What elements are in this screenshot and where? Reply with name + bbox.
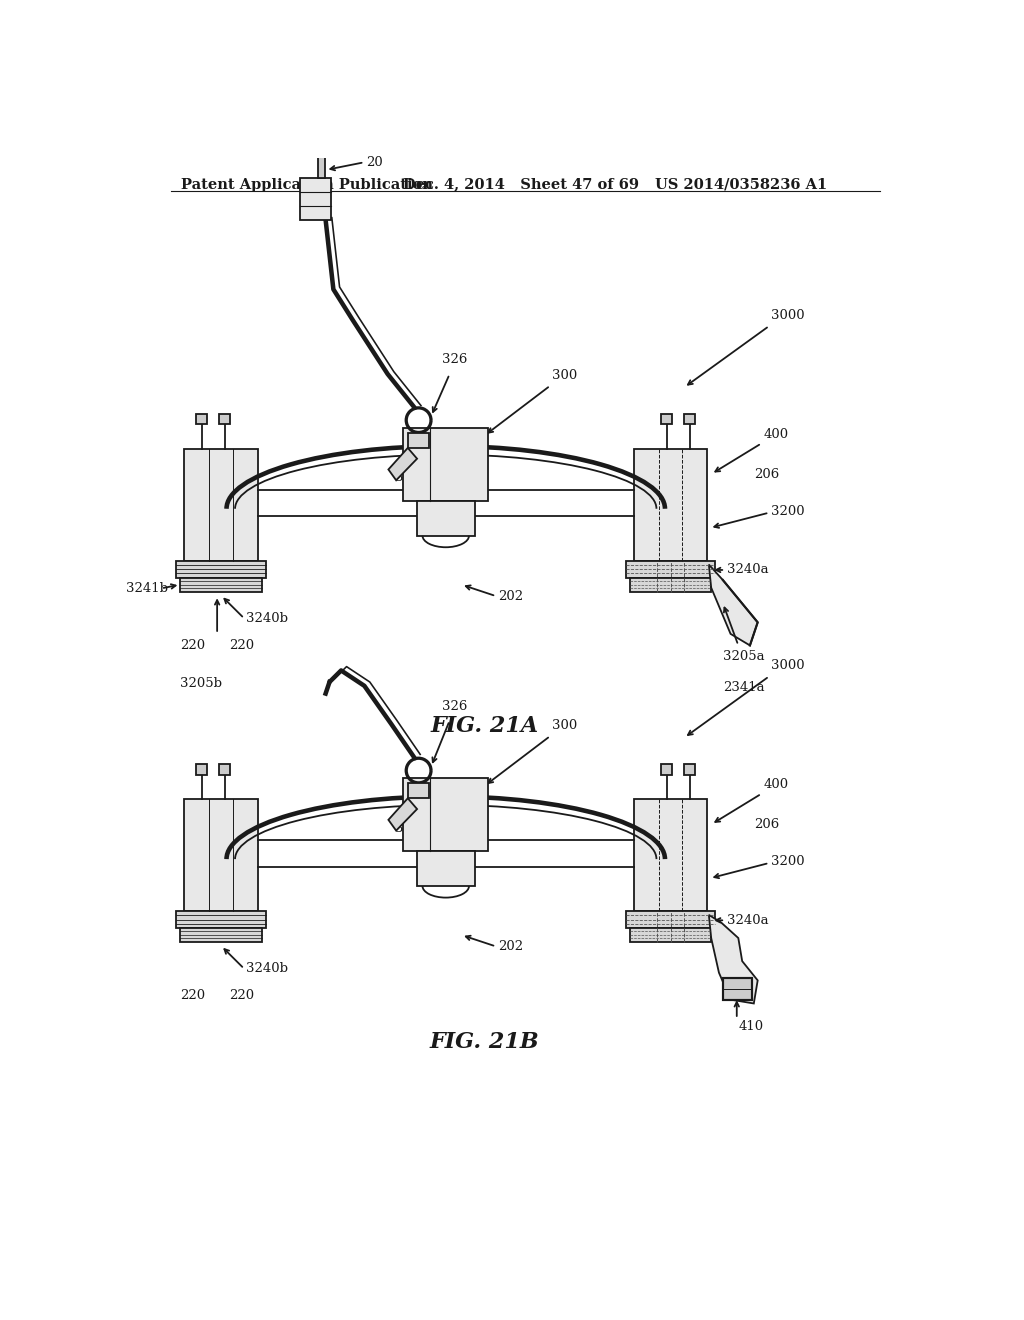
Bar: [408, 433, 429, 447]
Bar: [197, 764, 207, 775]
Bar: [184, 800, 258, 911]
Bar: [180, 928, 262, 942]
Text: 3240a: 3240a: [727, 913, 768, 927]
Text: FIG. 21A: FIG. 21A: [430, 715, 539, 738]
Text: 3240b: 3240b: [246, 962, 288, 975]
Bar: [662, 764, 672, 775]
Text: 3205b: 3205b: [180, 677, 222, 690]
Text: 220: 220: [228, 639, 254, 652]
Text: 302: 302: [395, 822, 421, 834]
Bar: [219, 413, 230, 425]
Text: US 2014/0358236 A1: US 2014/0358236 A1: [655, 178, 827, 191]
Bar: [403, 779, 488, 851]
Text: 3200: 3200: [771, 855, 805, 869]
Text: 404: 404: [411, 800, 436, 813]
Text: 3241b: 3241b: [126, 582, 168, 595]
Bar: [634, 449, 708, 561]
Text: 2341a: 2341a: [723, 681, 765, 694]
Bar: [180, 578, 262, 591]
Text: 3240a: 3240a: [727, 564, 768, 577]
Bar: [219, 764, 230, 775]
Text: 206: 206: [754, 467, 779, 480]
Bar: [408, 783, 429, 799]
Text: FIG. 21B: FIG. 21B: [430, 1031, 540, 1053]
Bar: [662, 413, 672, 425]
Text: 302: 302: [395, 471, 421, 484]
Bar: [684, 413, 695, 425]
Text: 20: 20: [366, 156, 383, 169]
Text: 410: 410: [738, 1020, 764, 1034]
Text: 220: 220: [180, 639, 206, 652]
Bar: [317, 154, 325, 178]
Bar: [417, 502, 475, 536]
Text: 3000: 3000: [771, 309, 805, 322]
Text: Patent Application Publication: Patent Application Publication: [180, 178, 433, 191]
Bar: [626, 561, 715, 578]
Text: 404: 404: [411, 449, 436, 462]
Polygon shape: [388, 447, 417, 480]
Bar: [300, 178, 331, 220]
Bar: [176, 561, 265, 578]
Polygon shape: [709, 915, 758, 1003]
Polygon shape: [388, 799, 417, 830]
Text: 326: 326: [442, 700, 467, 713]
Bar: [684, 764, 695, 775]
Text: 3240b: 3240b: [246, 612, 288, 624]
Text: 220: 220: [228, 989, 254, 1002]
Text: 326: 326: [442, 354, 467, 367]
Text: 300: 300: [552, 719, 578, 733]
Bar: [630, 928, 712, 942]
Bar: [626, 911, 715, 928]
Bar: [403, 428, 488, 502]
Bar: [176, 911, 265, 928]
Bar: [197, 413, 207, 425]
Text: 220: 220: [180, 989, 206, 1002]
Text: 206: 206: [754, 818, 779, 832]
Bar: [634, 800, 708, 911]
Bar: [417, 851, 475, 886]
Text: 202: 202: [498, 590, 523, 603]
Text: Dec. 4, 2014   Sheet 47 of 69: Dec. 4, 2014 Sheet 47 of 69: [403, 178, 639, 191]
Bar: [723, 978, 753, 999]
Bar: [311, 143, 327, 154]
Text: 3205a: 3205a: [723, 651, 765, 664]
Text: 400: 400: [763, 428, 788, 441]
Text: 300: 300: [552, 368, 578, 381]
Text: 202: 202: [498, 940, 523, 953]
Text: 3000: 3000: [771, 660, 805, 672]
Bar: [630, 578, 712, 591]
Bar: [184, 449, 258, 561]
Polygon shape: [709, 565, 758, 645]
Text: 400: 400: [763, 779, 788, 792]
Text: 3200: 3200: [771, 504, 805, 517]
